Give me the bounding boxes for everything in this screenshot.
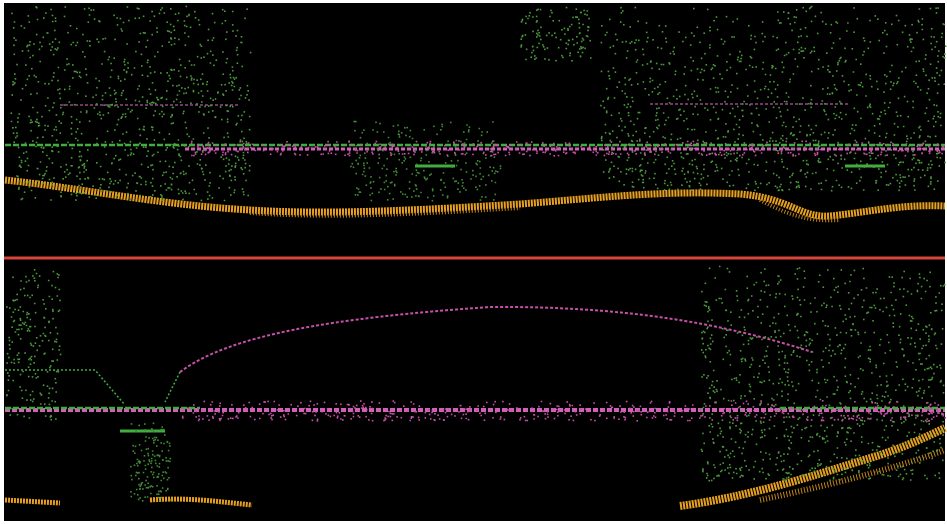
page: (() => { JSON.parse(document.getElementB… [0,0,947,524]
viewport [4,3,945,521]
point-cloud-view [0,0,947,524]
